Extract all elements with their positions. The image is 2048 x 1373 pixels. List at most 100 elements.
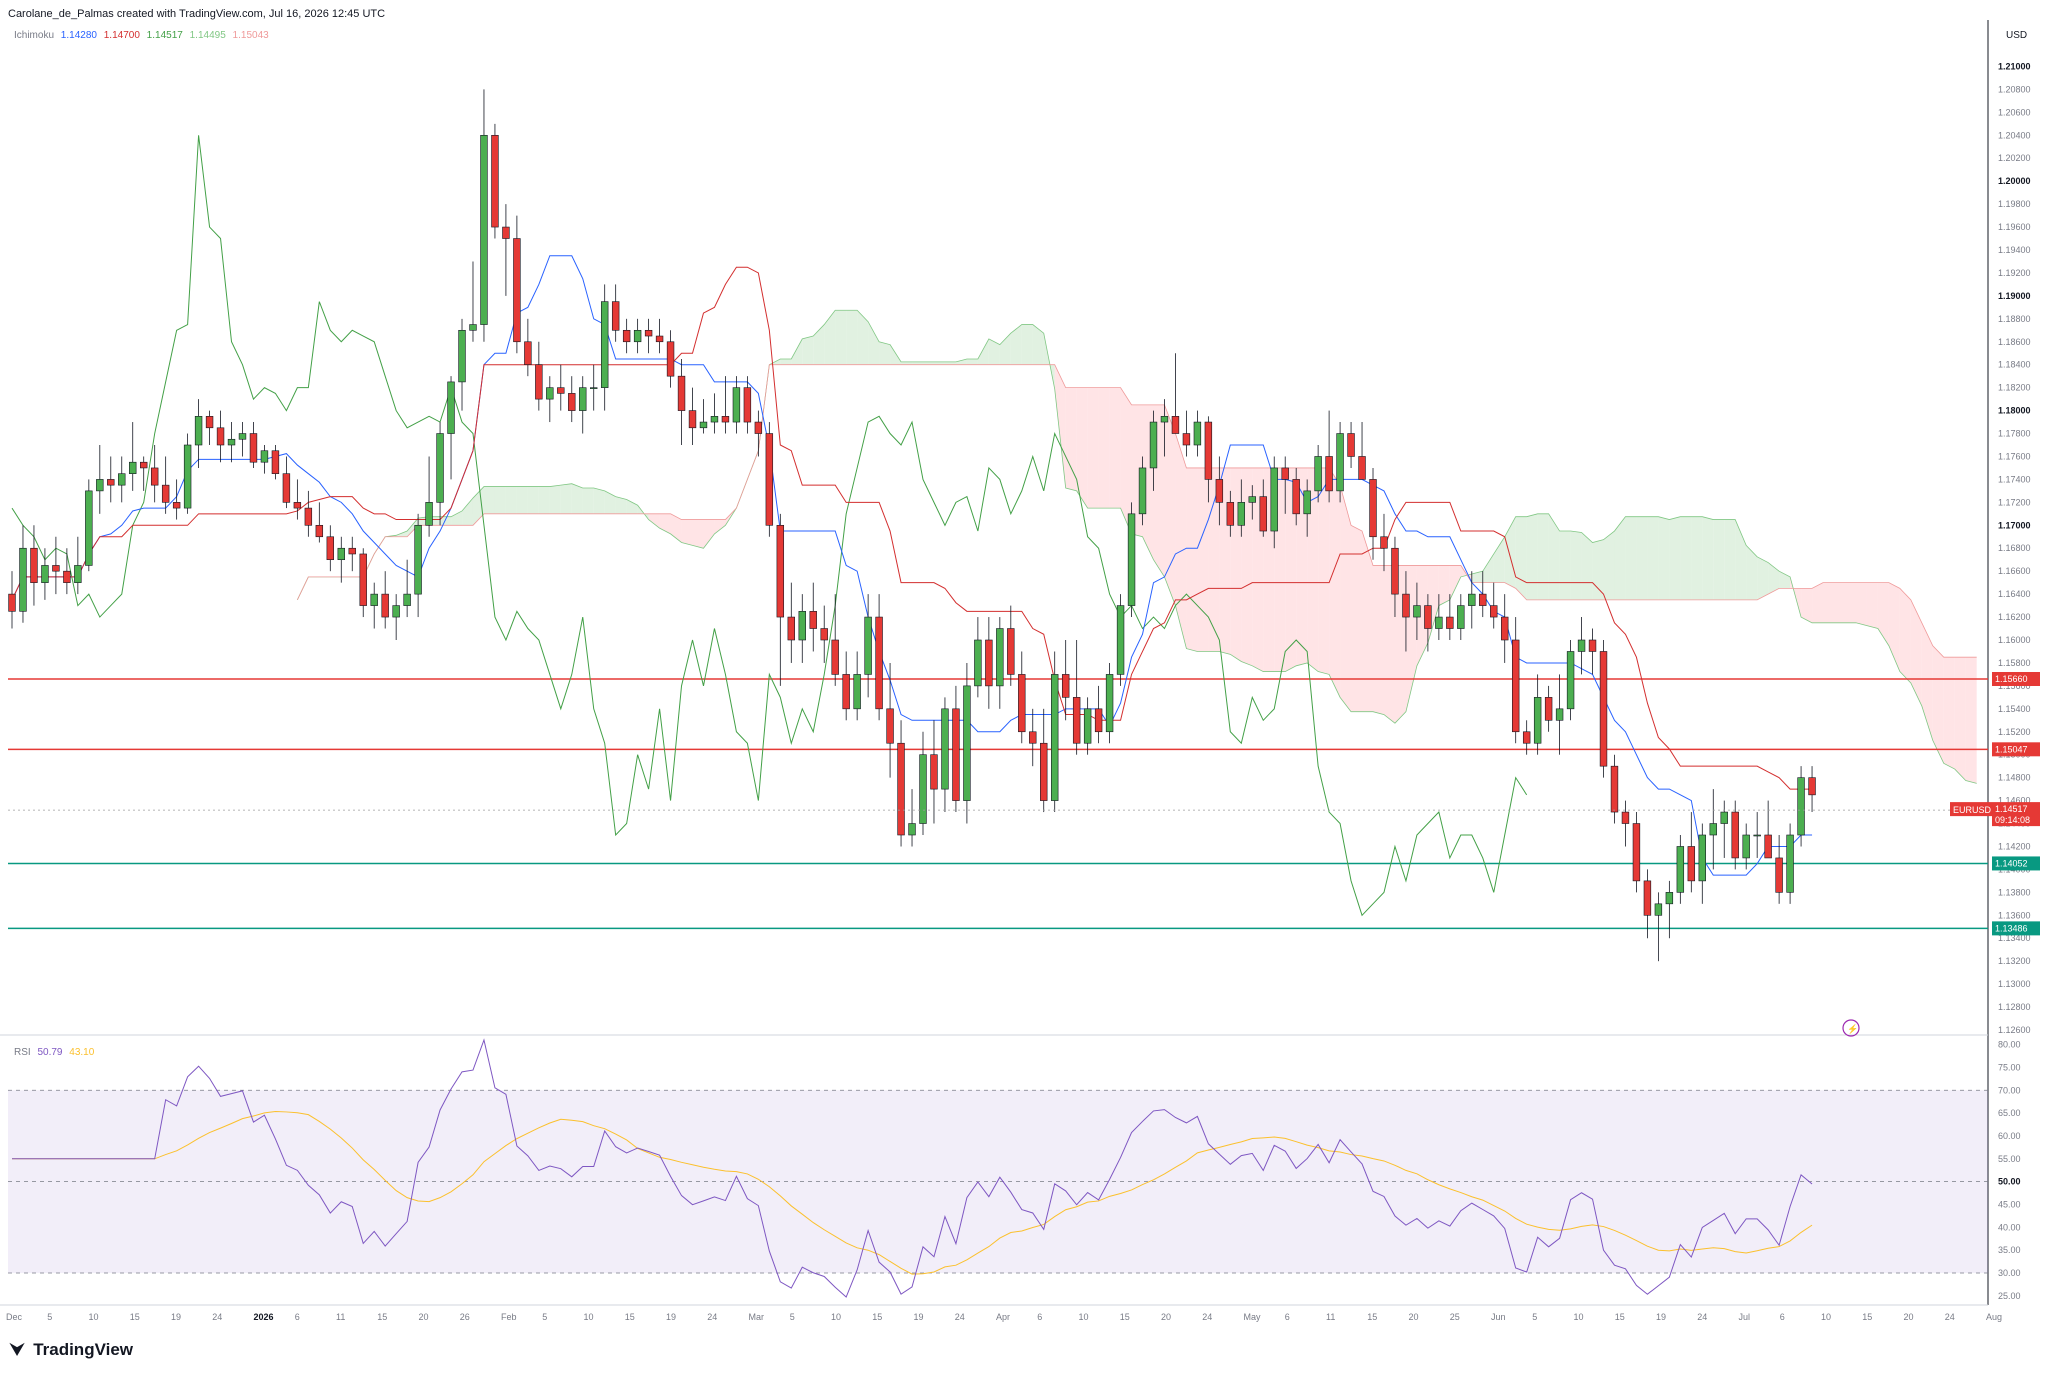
candle-body[interactable]	[1402, 593, 1410, 618]
candle-body[interactable]	[1599, 651, 1608, 767]
candle-body[interactable]	[392, 605, 400, 618]
candle-body[interactable]	[1105, 674, 1114, 733]
candle-body[interactable]	[1007, 628, 1015, 675]
candle-body[interactable]	[1083, 708, 1092, 744]
candle-body[interactable]	[1742, 834, 1750, 859]
candle-body[interactable]	[414, 524, 422, 595]
candle-body[interactable]	[1753, 834, 1761, 837]
candle-body[interactable]	[249, 433, 258, 463]
candle-body[interactable]	[611, 301, 620, 331]
candle-body[interactable]	[1325, 456, 1333, 492]
candle-body[interactable]	[1446, 616, 1454, 629]
candle-body[interactable]	[1435, 616, 1443, 629]
ichimoku-legend[interactable]: Ichimoku 1.14280 1.14700 1.14517 1.14495…	[14, 30, 273, 41]
candle-body[interactable]	[1533, 697, 1542, 744]
candle-body[interactable]	[787, 616, 795, 641]
candle-body[interactable]	[1555, 708, 1564, 721]
candle-body[interactable]	[897, 742, 905, 836]
candle-body[interactable]	[1347, 433, 1355, 457]
candle-body[interactable]	[1479, 593, 1487, 606]
candle-body[interactable]	[1511, 639, 1520, 733]
candle-body[interactable]	[96, 479, 104, 492]
candle-body[interactable]	[227, 438, 236, 446]
candle-body[interactable]	[655, 335, 664, 343]
candle-body[interactable]	[458, 329, 466, 383]
candle-body[interactable]	[293, 502, 302, 509]
candle-body[interactable]	[172, 502, 181, 509]
candle-body[interactable]	[1413, 605, 1421, 618]
candle-body[interactable]	[765, 433, 774, 526]
candle-body[interactable]	[41, 565, 49, 583]
candle-body[interactable]	[469, 324, 477, 331]
candle-body[interactable]	[886, 708, 894, 744]
candle-body[interactable]	[403, 593, 411, 606]
candle-body[interactable]	[1248, 496, 1256, 503]
candle-body[interactable]	[1369, 479, 1377, 538]
candle-body[interactable]	[1676, 846, 1685, 893]
candle-body[interactable]	[776, 524, 785, 618]
candle-body[interactable]	[1566, 651, 1575, 710]
candle-body[interactable]	[1797, 777, 1805, 836]
candle-body[interactable]	[183, 444, 192, 509]
candle-body[interactable]	[1764, 834, 1772, 859]
candle-body[interactable]	[1270, 467, 1278, 532]
candle-body[interactable]	[480, 134, 488, 325]
candle-body[interactable]	[721, 416, 730, 423]
candle-body[interactable]	[1358, 456, 1366, 480]
candle-body[interactable]	[1621, 811, 1630, 824]
candle-body[interactable]	[568, 393, 576, 411]
candle-body[interactable]	[1610, 765, 1619, 813]
candle-body[interactable]	[1643, 880, 1652, 916]
candle-body[interactable]	[1018, 674, 1026, 733]
candle-body[interactable]	[798, 611, 806, 641]
candle-body[interactable]	[150, 467, 159, 486]
candle-body[interactable]	[1127, 513, 1136, 606]
candle-body[interactable]	[502, 226, 510, 239]
candle-body[interactable]	[1281, 467, 1289, 480]
candle-body[interactable]	[941, 708, 949, 790]
candle-body[interactable]	[381, 593, 389, 618]
candle-body[interactable]	[974, 639, 982, 687]
candle-body[interactable]	[1292, 479, 1300, 515]
candle-body[interactable]	[326, 536, 335, 561]
candle-body[interactable]	[1336, 433, 1344, 492]
candle-body[interactable]	[557, 387, 565, 394]
candle-body[interactable]	[688, 410, 697, 429]
candle-body[interactable]	[63, 570, 71, 583]
candle-body[interactable]	[1138, 467, 1147, 515]
candle-body[interactable]	[1632, 823, 1641, 882]
candle-body[interactable]	[1051, 674, 1059, 801]
candle-body[interactable]	[1424, 605, 1432, 629]
candle-body[interactable]	[1687, 846, 1696, 882]
candle-body[interactable]	[1149, 421, 1158, 469]
candle-body[interactable]	[1237, 502, 1246, 526]
candle-body[interactable]	[831, 639, 839, 675]
candle-body[interactable]	[107, 479, 115, 486]
candle-body[interactable]	[359, 553, 367, 606]
candle-body[interactable]	[1171, 416, 1180, 434]
candle-body[interactable]	[129, 461, 137, 474]
candle-body[interactable]	[238, 433, 247, 440]
candle-body[interactable]	[282, 473, 291, 503]
last-price-tag[interactable]	[1992, 802, 2040, 827]
candle-body[interactable]	[1061, 674, 1070, 698]
candle-body[interactable]	[1391, 547, 1399, 595]
candle-body[interactable]	[1380, 536, 1388, 549]
candle-body[interactable]	[513, 238, 521, 343]
candle-body[interactable]	[1720, 811, 1728, 824]
candle-body[interactable]	[85, 490, 93, 566]
candle-body[interactable]	[1665, 892, 1674, 905]
candle-body[interactable]	[1731, 811, 1739, 859]
candle-body[interactable]	[1160, 416, 1169, 423]
candle-body[interactable]	[666, 341, 675, 377]
candle-body[interactable]	[930, 754, 938, 790]
candle-body[interactable]	[524, 341, 532, 366]
candle-body[interactable]	[1226, 502, 1235, 526]
candle-body[interactable]	[1204, 421, 1213, 480]
candle-body[interactable]	[710, 416, 719, 423]
candle-body[interactable]	[161, 484, 170, 503]
candle-body[interactable]	[985, 639, 993, 687]
candle-body[interactable]	[436, 433, 444, 503]
candle-body[interactable]	[743, 387, 752, 423]
